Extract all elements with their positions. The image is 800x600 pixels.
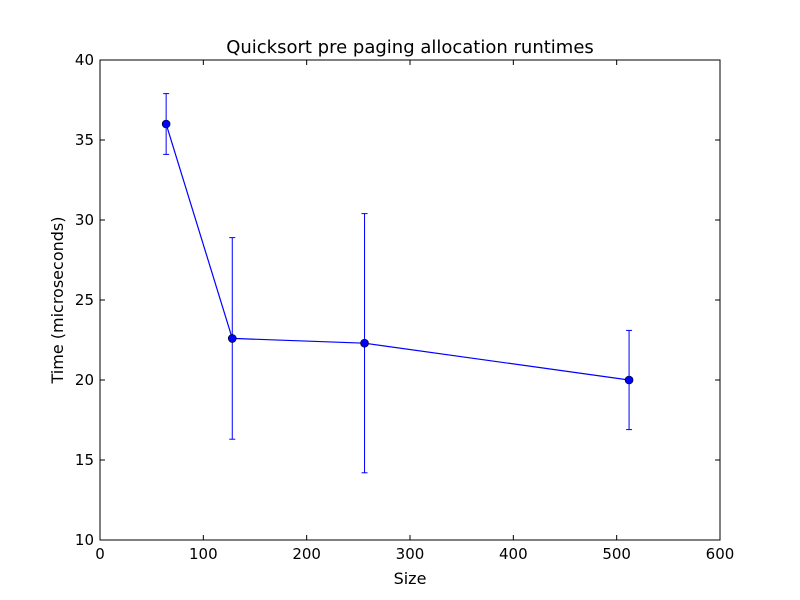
data-point [227,334,237,343]
x-tick-label: 600 [706,545,735,563]
data-point [161,119,171,129]
plot-area-frame [99,59,721,541]
x-tick-label: 0 [95,545,105,563]
x-tick-label: 400 [499,545,528,563]
y-tick-label: 10 [75,531,94,549]
x-tick-label: 500 [602,545,631,563]
y-tick-label: 30 [75,211,94,229]
y-tick-label: 20 [75,371,94,389]
series-line [165,123,630,381]
data-point [360,338,369,348]
x-tick-label: 300 [396,545,425,563]
x-tick-label: 200 [292,545,321,563]
y-tick-label: 15 [75,451,94,469]
y-tick-label: 40 [75,51,94,69]
y-tick-label: 35 [75,131,94,149]
y-axis-label: Time (microseconds) [48,217,67,385]
x-axis-label: Size [394,569,427,588]
chart-title: Quicksort pre paging allocation runtimes [226,37,594,58]
x-tick-label: 100 [189,545,218,563]
data-point [624,375,634,385]
y-tick-label: 25 [75,291,94,309]
